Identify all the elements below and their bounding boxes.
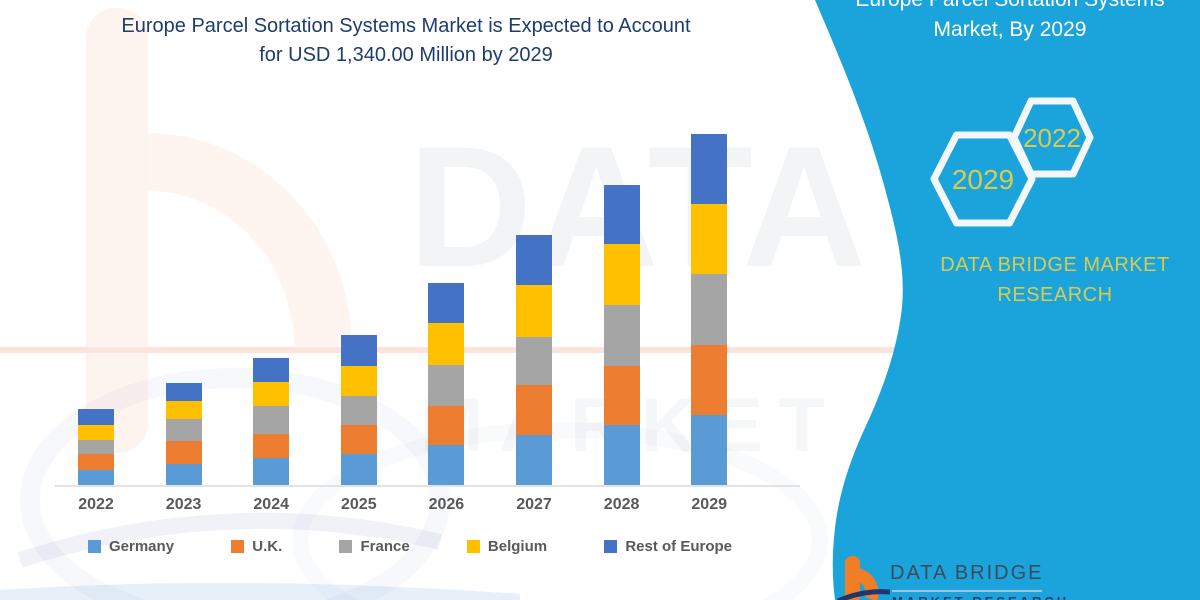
side-panel-heading-line2: Market, By 2029 [933,18,1087,41]
bar-segment-france [516,337,552,386]
bar-segment-france [78,440,114,455]
bar-2028 [603,184,640,485]
chart-title-line2: for USD 1,340.00 Million by 2029 [259,44,553,66]
bar-segment-france [691,273,728,346]
bar-segment-rest-of-europe [78,409,114,426]
x-tick-2029: 2029 [691,496,727,513]
chart-legend: Germany U.K. France Belgium Rest of Europe [88,538,732,555]
bar-segment-germany [603,425,640,485]
bar-segment-rest-of-europe [691,133,728,205]
bar-segment-belgium [253,382,290,406]
bar-segment-france [253,405,290,434]
bar-segment-rest-of-europe [253,357,290,383]
bar-segment-belgium [603,244,640,306]
hexagon-2029-label: 2029 [952,164,1014,195]
x-tick-2023: 2023 [165,496,202,513]
x-tick-2022: 2022 [78,496,114,513]
footer-divider [892,590,1042,592]
legend-item-belgium: Belgium [466,538,548,555]
bar-segment-france [603,305,640,367]
legend-item-germany: Germany [88,538,174,555]
bar-segment-rest-of-europe [340,334,377,366]
bar-segment-france [428,364,465,407]
side-panel-brand-text: DATA BRIDGE MARKET RESEARCH [940,254,1170,306]
bar-segment-germany [78,470,114,485]
bar-segment-germany [691,415,728,485]
bar-2022 [78,409,114,485]
bar-segment-germany [516,434,552,485]
legend-label: Belgium [487,538,548,555]
x-tick-2026: 2026 [428,496,465,513]
legend-label: France [360,538,410,555]
x-tick-2027: 2027 [516,496,552,513]
bar-segment-u-k [691,345,728,416]
bar-2024 [253,357,290,485]
bar-segment-germany [340,454,377,485]
bar-segment-u-k [603,366,640,426]
legend-swatch [466,540,480,553]
x-tick-2028: 2028 [603,496,640,513]
legend-item-rest-of-europe: Rest of Europe [604,538,732,555]
x-tick-2025: 2025 [341,496,377,513]
bar-segment-u-k [78,454,114,471]
bar-segment-germany [165,464,202,485]
bar-2029 [691,133,728,485]
bar-2025 [340,334,377,485]
bar-segment-belgium [78,425,114,441]
bar-segment-u-k [253,433,290,459]
bar-segment-rest-of-europe [516,235,552,286]
bar-segment-belgium [165,400,202,420]
footer-sub-text: MARKET RESEARCH [892,594,1069,600]
hexagon-2022-label: 2022 [1023,123,1081,153]
bar-segment-germany [428,444,465,485]
hexagon-2029: 2029 [930,131,1036,227]
bar-2027 [516,235,552,485]
bar-segment-u-k [428,406,465,445]
bar-segment-rest-of-europe [428,282,465,324]
legend-swatch [339,540,353,553]
bar-2026 [428,282,465,485]
legend-swatch [231,540,245,553]
x-axis-labels: 2022 2023 2024 2025 2026 2027 2028 2029 [55,496,800,520]
chart-title-line1: Europe Parcel Sortation Systems Market i… [121,15,691,37]
legend-swatch [604,540,618,553]
legend-label: Germany [109,538,175,555]
chart-title: Europe Parcel Sortation Systems Market i… [0,12,812,70]
x-tick-2024: 2024 [253,496,289,513]
legend-label: Rest of Europe [625,538,732,555]
legend-swatch [88,540,101,553]
bar-2023 [165,383,202,485]
legend-item-france: France [339,538,410,555]
bar-segment-belgium [428,323,465,365]
bar-segment-france [165,419,202,441]
bar-segment-france [340,395,377,426]
bar-segment-germany [253,458,290,485]
footer-brand-text: DATA BRIDGE [890,562,1044,584]
bar-segment-rest-of-europe [603,184,640,245]
legend-label: U.K. [252,538,283,555]
bar-segment-rest-of-europe [165,383,202,401]
side-panel-heading-line1: Europe Parcel Sortation Systems [845,0,1175,15]
bar-segment-u-k [165,441,202,465]
databridge-b-icon [836,556,909,600]
legend-item-u-k: U.K. [231,538,282,555]
bar-segment-belgium [691,204,728,274]
plot-area [55,100,800,487]
bar-segment-u-k [516,385,552,435]
bar-segment-u-k [340,425,377,455]
bar-segment-belgium [516,285,552,337]
bar-segment-belgium [340,365,377,396]
side-panel-heading: Europe Parcel Sortation Systems Market, … [845,0,1175,45]
footer-logo: DATA BRIDGE MARKET RESEARCH [836,552,1096,600]
